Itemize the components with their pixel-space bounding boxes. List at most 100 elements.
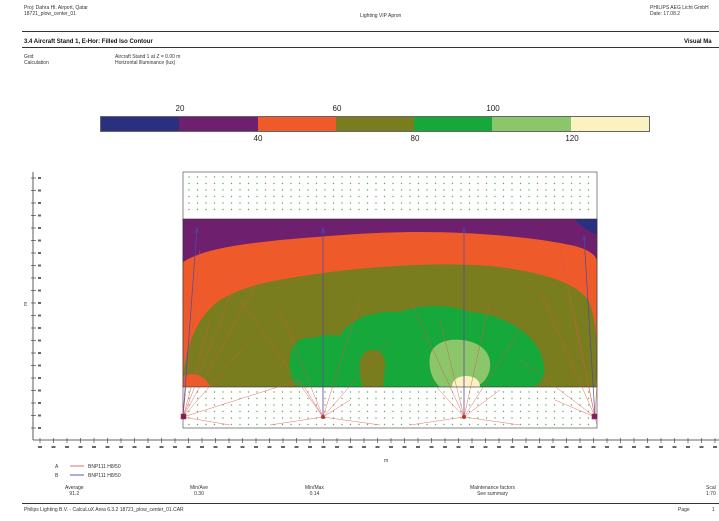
legend-swatch — [570, 117, 649, 131]
x-axis-tick-label — [659, 446, 663, 448]
grid-point — [358, 202, 360, 204]
grid-point — [460, 397, 462, 400]
grid-point — [307, 417, 309, 419]
grid-point — [332, 423, 335, 426]
grid-point — [230, 176, 233, 178]
aiming-line — [574, 319, 596, 418]
grid-point — [536, 391, 539, 393]
section-title: 3.4 Aircraft Stand 1, E-Hor: Filled Iso … — [24, 39, 153, 45]
y-axis-tick-label — [38, 352, 41, 354]
grid-point — [502, 404, 505, 406]
grid-point — [264, 208, 267, 211]
grid-point — [400, 417, 403, 419]
grid-point — [409, 404, 411, 406]
grid-point — [579, 189, 581, 191]
grid-point — [307, 182, 309, 185]
grid-point — [579, 182, 581, 185]
grid-point — [205, 391, 207, 393]
grid-point — [315, 404, 318, 406]
grid-point — [281, 410, 284, 413]
grid-point — [375, 182, 377, 185]
grid-point — [502, 423, 505, 426]
section-type: Visual Ma — [684, 39, 712, 45]
grid-label: Grid — [24, 54, 34, 60]
grid-point — [188, 176, 190, 178]
key-a-text: BNP111 H8/50 — [88, 464, 121, 470]
x-axis-tick-label — [213, 446, 218, 448]
grid-point — [230, 410, 233, 413]
grid-point — [188, 189, 190, 191]
grid-point — [392, 189, 394, 191]
aiming-line — [463, 389, 501, 418]
aiming-line — [182, 249, 201, 418]
grid-point — [341, 417, 343, 419]
luminaire-markers — [180, 413, 598, 420]
grid-point — [358, 195, 360, 198]
grid-point — [545, 202, 547, 204]
grid-point — [477, 189, 479, 191]
grid-point — [409, 182, 411, 185]
header-company-name: PHILIPS AEG Licht GmbH — [650, 5, 709, 11]
y-axis-tick-label — [38, 264, 41, 267]
grid-point — [485, 397, 488, 400]
grid-point — [417, 176, 420, 178]
grid-point — [256, 176, 258, 178]
grid-point — [264, 397, 267, 400]
grid-point — [366, 417, 369, 419]
y-axis-tick-label — [38, 364, 41, 367]
grid-point — [205, 202, 207, 204]
grid-point — [358, 208, 360, 211]
grid-point — [477, 423, 479, 426]
grid-point — [230, 391, 233, 393]
y-axis-tick-label — [38, 414, 41, 417]
aiming-line — [594, 379, 598, 418]
calculation-label: Calculation — [24, 60, 49, 66]
grid-point — [468, 423, 471, 426]
x-axis-tick-label — [132, 446, 137, 448]
grid-point — [519, 391, 522, 393]
grid-point — [443, 404, 445, 406]
grid-point — [290, 423, 292, 426]
grid-point — [383, 417, 386, 419]
grid-point — [290, 208, 292, 211]
grid-point — [579, 423, 581, 426]
grid-point — [222, 195, 224, 198]
grid-point — [273, 417, 275, 419]
grid-point — [264, 176, 267, 178]
grid-point — [196, 208, 199, 211]
x-axis-label: m — [384, 458, 388, 464]
grid-point — [443, 208, 445, 211]
grid-point — [528, 189, 530, 191]
grid-point — [519, 397, 522, 400]
grid-point — [256, 391, 258, 393]
legend-swatch — [257, 117, 336, 131]
grid-point — [536, 404, 539, 406]
grid-point — [519, 195, 522, 198]
grid-point — [358, 423, 360, 426]
grid-point — [281, 404, 284, 406]
grid-point — [264, 417, 267, 419]
grid-point — [485, 202, 488, 204]
grid-point — [298, 189, 301, 191]
grid-point — [400, 404, 403, 406]
x-axis-tick-label — [146, 446, 150, 448]
mast-line — [182, 227, 198, 418]
aiming-line — [182, 269, 241, 418]
grid-point — [290, 176, 292, 178]
grid-point — [443, 176, 445, 178]
grid-point — [383, 423, 386, 426]
grid-point — [409, 176, 411, 178]
x-axis-tick-label — [78, 446, 83, 448]
grid-point — [545, 410, 547, 413]
grid-point — [519, 404, 522, 406]
stat-min-max: Min/Max 0.14 — [305, 485, 324, 497]
grid-point — [281, 195, 284, 198]
y-axis-tick-label — [38, 389, 41, 392]
x-axis-tick-label — [38, 446, 42, 448]
grid-point — [375, 417, 377, 419]
grid-point — [468, 189, 471, 191]
x-axis-tick-label — [200, 446, 204, 448]
grid-point — [528, 182, 530, 185]
grid-point — [434, 410, 437, 413]
grid-point — [213, 397, 216, 400]
